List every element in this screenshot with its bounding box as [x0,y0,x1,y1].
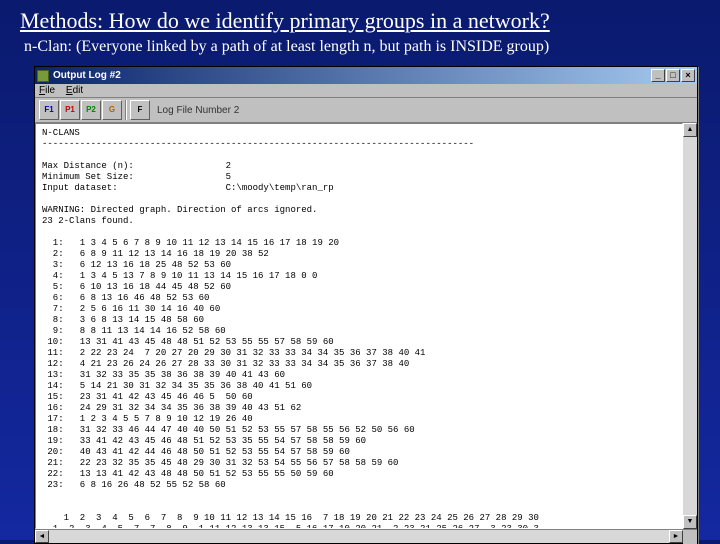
toolbar: F1 P1 P2 G F Log File Number 2 [35,98,697,123]
toolbar-btn-4[interactable]: G [102,100,122,120]
toolbar-btn-2[interactable]: P1 [60,100,80,120]
content-area: N-CLANS --------------------------------… [35,123,697,529]
slide-subtitle: n-Clan: (Everyone linked by a path of at… [0,36,720,62]
vertical-scrollbar[interactable]: ▲ ▼ [683,123,697,529]
window-title: Output Log #2 [53,70,650,81]
scroll-right-button[interactable]: ► [669,530,683,543]
scroll-down-button[interactable]: ▼ [683,515,697,529]
logfile-label: Log File Number 2 [157,105,239,116]
output-text: N-CLANS --------------------------------… [35,123,683,529]
menu-file[interactable]: File [39,85,55,96]
horizontal-scrollbar[interactable]: ◄ ► [35,529,697,543]
scroll-left-button[interactable]: ◄ [35,530,49,543]
scroll-up-button[interactable]: ▲ [683,123,697,137]
titlebar[interactable]: Output Log #2 _ □ × [35,67,697,84]
menu-edit[interactable]: Edit [66,85,83,96]
menubar: File Edit [35,84,697,98]
toolbar-btn-1[interactable]: F1 [39,100,59,120]
scroll-corner [683,530,697,544]
minimize-button[interactable]: _ [651,69,665,82]
scroll-track-v[interactable] [683,137,697,515]
app-icon [37,70,49,82]
toolbar-btn-3[interactable]: P2 [81,100,101,120]
close-button[interactable]: × [681,69,695,82]
output-window: Output Log #2 _ □ × File Edit F1 P1 P2 G… [34,66,698,544]
toolbar-btn-5[interactable]: F [130,100,150,120]
slide-title: Methods: How do we identify primary grou… [0,0,720,36]
maximize-button[interactable]: □ [666,69,680,82]
scroll-track-h[interactable] [49,530,669,543]
toolbar-separator [125,100,127,120]
